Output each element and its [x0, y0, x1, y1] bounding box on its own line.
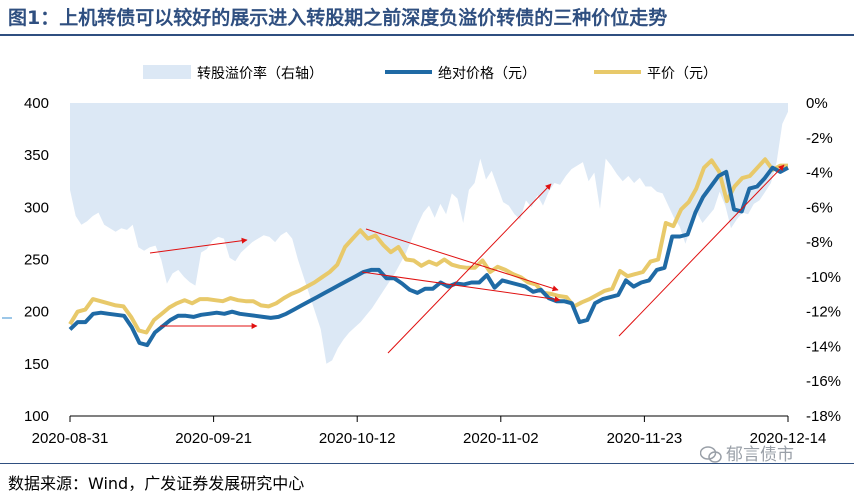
y-right-tick-label: -12%	[806, 304, 841, 321]
x-tick-label: 2020-09-21	[175, 430, 252, 447]
watermark: 郁言债市	[699, 440, 794, 465]
bottom-rule	[0, 463, 854, 464]
y-right-tick-label: -8%	[806, 234, 833, 251]
title-rule	[0, 34, 854, 36]
legend-label-parity: 平价（元）	[647, 66, 717, 82]
x-axis: 2020-08-31 2020-09-21 2020-10-12 2020-11-02…	[32, 416, 827, 447]
y-left-tick-label: 400	[24, 95, 49, 112]
parity-line	[68, 157, 788, 335]
y-right-tick-label: -14%	[806, 338, 841, 355]
y-left-tick-label: 200	[24, 304, 49, 321]
legend: 转股溢价率（右轴） 绝对价格（元） 平价（元）	[143, 65, 717, 82]
legend-label-absolute-price: 绝对价格（元）	[438, 66, 536, 82]
y-left-tick-label: 250	[24, 252, 49, 269]
y-right-tick-label: -16%	[806, 373, 841, 390]
y-right-tick-label: -4%	[806, 165, 833, 182]
y-left-tick-label: 150	[24, 356, 49, 373]
premium-area	[70, 103, 788, 364]
wechat-icon	[699, 446, 722, 463]
source-note: 数据来源：Wind，广发证券发展研究中心	[8, 474, 305, 493]
trend-arrow-3	[365, 228, 559, 292]
trend-arrows	[149, 164, 785, 354]
x-tick-label: 2020-08-31	[32, 430, 109, 447]
legend-label-premium: 转股溢价率（右轴）	[197, 65, 323, 82]
trend-arrow-6	[618, 164, 785, 337]
y-left-tick-label: 350	[24, 147, 49, 164]
y-left-tick-label: 300	[24, 199, 49, 216]
absolute-price-line	[68, 165, 789, 348]
watermark-text: 郁言债市	[726, 445, 794, 465]
x-tick-label: 2020-11-02	[463, 430, 539, 447]
y-right-tick-label: -2%	[806, 130, 833, 147]
x-tick-label: 2020-10-12	[319, 430, 396, 447]
legend-swatch-premium	[143, 65, 191, 79]
y-right-tick-label: -10%	[806, 269, 841, 286]
y-right-tick-label: -18%	[806, 408, 841, 425]
trend-arrow-4	[361, 271, 561, 303]
y-left-tick-label: 100	[24, 408, 49, 425]
trend-arrow-1	[149, 237, 248, 254]
trend-arrow-5	[387, 183, 552, 354]
y-axis-left: 100 150 200 250 300 350 400	[24, 95, 49, 425]
y-right-tick-label: -6%	[806, 199, 833, 216]
x-tick-label: 2020-12-14	[750, 430, 827, 447]
x-tick-label: 2020-11-23	[607, 430, 683, 447]
y-right-tick-label: 0%	[806, 95, 828, 112]
y-axis-right: -18% -16% -14% -12% -10% -8% -6% -4% -2% 0%	[806, 95, 841, 425]
chart-title: 图1：上机转债可以较好的展示进入转股期之前深度负溢价转债的三种价位走势	[8, 7, 668, 29]
